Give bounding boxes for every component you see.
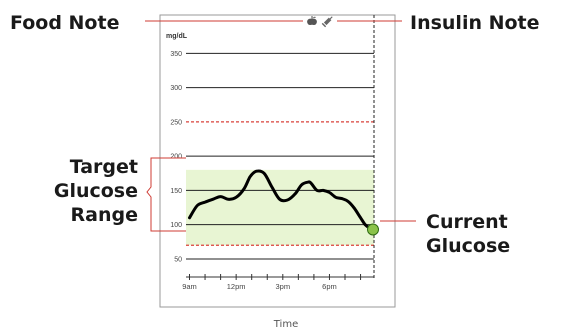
y-tick-label-150: 150: [170, 188, 182, 195]
target-glucose-band: [186, 169, 374, 246]
x-tick-labels: 9am 12pm 3pm 6pm: [182, 282, 337, 291]
glucose-trace-line: [188, 169, 375, 231]
food-note-label: Food Note: [10, 12, 119, 34]
y-tick-label-200: 200: [170, 154, 182, 161]
target-label-line1: Target: [70, 156, 138, 178]
x-tick-label-6pm: 6pm: [322, 282, 337, 291]
y-tick-label-100: 100: [170, 222, 182, 229]
target-label-line3: Range: [71, 204, 138, 226]
x-axis-ticks: [189, 274, 362, 280]
y-tick-labels: 50 100 150 200 250 300 350: [170, 51, 182, 264]
current-glucose-marker: [367, 223, 379, 236]
apple-icon: [307, 16, 317, 25]
y-unit-label: mg/dL: [166, 33, 188, 40]
grid-lines: [186, 52, 374, 260]
threshold-lines: [186, 121, 374, 246]
insulin-note-label: Insulin Note: [410, 12, 540, 34]
y-tick-label-300: 300: [170, 85, 182, 92]
current-label-line1: Current: [426, 211, 508, 233]
target-label-line2: Glucose: [54, 180, 138, 202]
chart-frame: [159, 14, 396, 308]
y-tick-label-350: 350: [170, 51, 182, 58]
x-tick-label-12pm: 12pm: [227, 282, 246, 291]
target-range-bracket: [146, 157, 186, 232]
y-tick-label-50: 50: [174, 256, 182, 263]
current-label-line2: Glucose: [426, 235, 510, 257]
x-tick-label-3pm: 3pm: [276, 282, 291, 291]
syringe-icon: [321, 16, 333, 28]
x-axis-title: Time: [273, 319, 298, 330]
x-tick-label-9am: 9am: [182, 282, 197, 291]
y-tick-label-250: 250: [170, 119, 182, 126]
